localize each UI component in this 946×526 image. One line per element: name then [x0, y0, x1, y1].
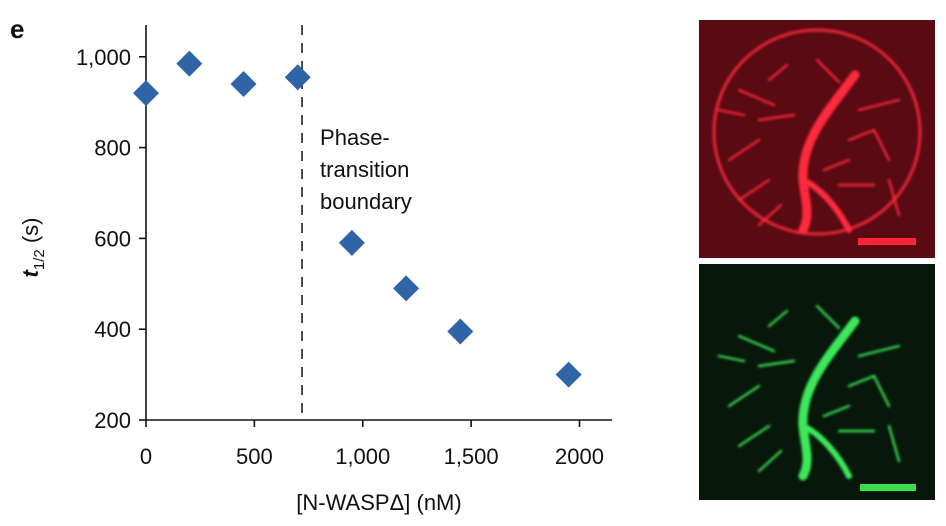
y-axis-symbol: t	[18, 268, 43, 277]
phase-boundary-label-line: transition	[320, 157, 409, 182]
thin-filament	[815, 304, 841, 330]
data-point-diamond	[230, 71, 257, 98]
data-points	[133, 50, 582, 388]
thin-filament	[822, 158, 851, 172]
filament-group	[712, 28, 922, 236]
micrograph-green	[699, 264, 935, 500]
data-point-diamond	[133, 80, 159, 107]
micrograph-red-filaments	[712, 28, 922, 236]
x-tick-label: 2000	[555, 444, 604, 469]
filament-branch	[800, 177, 852, 233]
thin-filament	[727, 384, 761, 408]
thin-filament	[767, 63, 789, 82]
thin-filament	[737, 88, 776, 107]
thin-filament	[872, 374, 891, 408]
main-filament-bundle	[798, 70, 860, 235]
scatter-plot: 0 500 1,000 1,500 2000 200 400 600 800 1,000 Pha…	[18, 25, 612, 515]
vesicle-membrane	[712, 28, 922, 236]
micrograph-green-filaments	[717, 304, 901, 481]
thin-filament	[717, 108, 746, 117]
thin-filament	[757, 449, 783, 473]
thin-filament	[815, 58, 841, 84]
micrograph-red	[699, 20, 935, 258]
y-tick-label: 800	[94, 136, 131, 161]
data-point-diamond	[176, 50, 203, 77]
y-axis-unit: (s)	[18, 218, 43, 250]
thin-filament	[757, 359, 796, 368]
data-point-diamond	[393, 275, 420, 302]
thin-filament	[847, 374, 876, 388]
thin-filament	[822, 404, 851, 418]
thin-filament	[887, 424, 901, 463]
thin-filament	[737, 424, 771, 448]
x-tick-label: 500	[236, 444, 273, 469]
scale-bar-red	[858, 238, 916, 245]
data-point-diamond	[338, 229, 365, 256]
image-divider	[699, 258, 935, 264]
data-point-diamond	[555, 361, 582, 388]
x-tick-label: 1,000	[335, 444, 390, 469]
thin-filament	[857, 98, 901, 112]
phase-boundary-label-line: Phase-	[320, 125, 390, 150]
panel-label: e	[10, 14, 24, 44]
micrograph-red-background	[699, 20, 935, 258]
thin-filament	[857, 344, 901, 358]
thin-filament	[757, 113, 796, 122]
y-tick-label: 400	[94, 317, 131, 342]
filament-branch	[800, 423, 852, 479]
x-axis-ticks: 0 500 1,000 1,500 2000	[140, 420, 604, 469]
thin-filament	[887, 178, 901, 217]
thin-filament	[737, 334, 776, 353]
thin-filament	[757, 203, 783, 227]
phase-boundary-label-line: boundary	[320, 189, 412, 214]
x-axis-title: [N-WASPΔ] (nM)	[296, 490, 461, 515]
y-axis-title: t1/2 (s)	[18, 218, 48, 278]
phase-boundary-label: Phase- transition boundary	[320, 125, 415, 214]
y-axis-ticks: 200 400 600 800 1,000	[76, 45, 146, 433]
thin-filament	[872, 128, 891, 162]
data-point-diamond	[447, 318, 474, 345]
x-tick-label: 0	[140, 444, 152, 469]
filament-group	[717, 304, 901, 481]
y-axis-subscript: 1/2	[31, 249, 48, 270]
x-tick-label: 1,500	[444, 444, 499, 469]
thin-filament	[767, 309, 789, 328]
y-tick-label: 600	[94, 226, 131, 251]
data-point-diamond	[284, 64, 311, 91]
y-tick-label: 1,000	[76, 45, 131, 70]
thin-filament	[727, 138, 761, 162]
thin-filament	[847, 128, 876, 142]
main-filament-bundle	[798, 316, 860, 481]
y-tick-label: 200	[94, 408, 131, 433]
thin-filament	[737, 178, 771, 202]
thin-filament	[717, 354, 746, 363]
scale-bar-green	[860, 484, 916, 491]
